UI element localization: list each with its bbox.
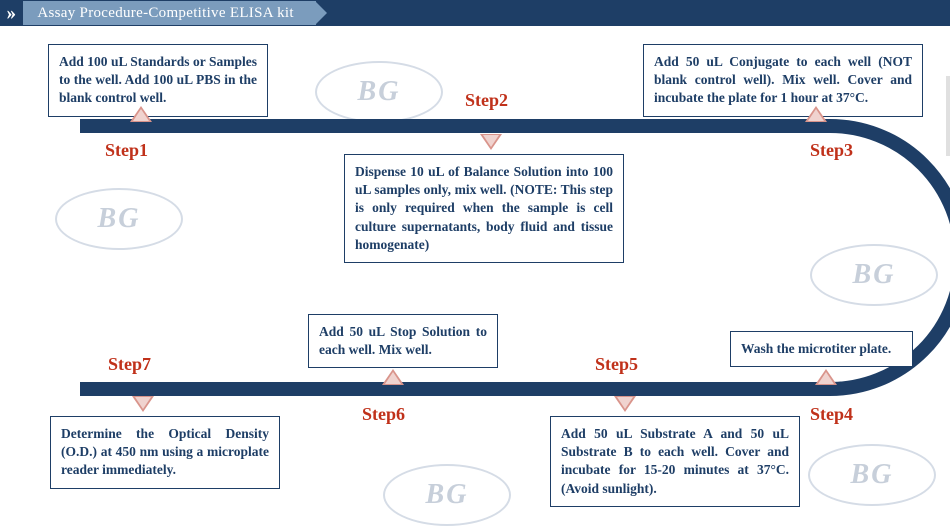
step4-arrow-icon xyxy=(815,369,837,385)
step2-label: Step2 xyxy=(465,90,508,111)
step4-description: Wash the microtiter plate. xyxy=(730,331,913,367)
step1-arrow-icon xyxy=(130,106,152,122)
step2-description: Dispense 10 uL of Balance Solution into … xyxy=(344,154,624,263)
step6-label: Step6 xyxy=(362,404,405,425)
step5-description: Add 50 uL Substrate A and 50 uL Substrat… xyxy=(550,416,800,507)
step5-arrow-icon xyxy=(614,396,636,412)
chevrons-icon: › › xyxy=(0,3,13,23)
watermark-bg: BG xyxy=(55,188,183,250)
watermark-bg: BG xyxy=(808,444,936,506)
watermark-bg: BG xyxy=(810,244,938,306)
page-title: Assay Procedure-Competitive ELISA kit xyxy=(23,1,315,25)
step7-label: Step7 xyxy=(108,354,151,375)
step1-label: Step1 xyxy=(105,140,148,161)
header-bar: › › Assay Procedure-Competitive ELISA ki… xyxy=(0,0,950,26)
step7-description: Determine the Optical Density (O.D.) at … xyxy=(50,416,280,489)
watermark-bg: BG xyxy=(315,61,443,123)
step6-arrow-icon xyxy=(382,369,404,385)
step3-description: Add 50 uL Conjugate to each well (NOT bl… xyxy=(643,44,923,117)
diagram-canvas: BG BG BG BG BG Add 100 uL Standards or Sampl… xyxy=(0,26,950,528)
step3-label: Step3 xyxy=(810,140,853,161)
watermark-bg: BG xyxy=(383,464,511,526)
step3-arrow-icon xyxy=(805,106,827,122)
step7-arrow-icon xyxy=(132,396,154,412)
step1-description: Add 100 uL Standards or Samples to the w… xyxy=(48,44,268,117)
step2-arrow-icon xyxy=(480,134,502,150)
step6-description: Add 50 uL Stop Solution to each well. Mi… xyxy=(308,314,498,368)
step5-label: Step5 xyxy=(595,354,638,375)
step4-label: Step4 xyxy=(810,404,853,425)
scroll-indicator xyxy=(946,76,950,156)
chevron-icon: › xyxy=(10,3,17,23)
